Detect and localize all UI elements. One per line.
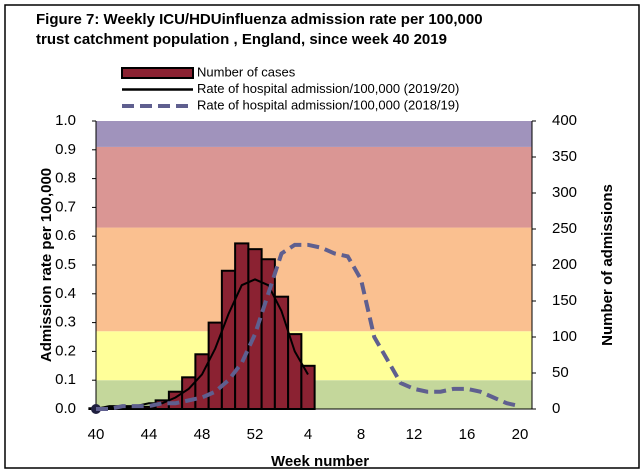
- y2-tick-label: 150: [552, 292, 577, 309]
- y-tick-label: 0.0: [55, 400, 76, 417]
- y2-axis-label: Number of admissions: [599, 184, 616, 346]
- x-axis-label: Week number: [271, 453, 369, 470]
- y-tick-label: 0.9: [55, 141, 76, 158]
- threshold-band: [96, 227, 532, 332]
- bar: [220, 269, 237, 411]
- x-tick-label: 12: [406, 426, 423, 443]
- y-axis-label: Admission rate per 100,000: [38, 168, 55, 362]
- x-tick-label: 16: [459, 426, 476, 443]
- y-tick-label: 0.5: [55, 256, 76, 273]
- x-tick-label: 44: [141, 426, 158, 443]
- y-tick-label: 0.4: [55, 285, 76, 302]
- legend-label: Rate of hospital admission/100,000 (2019…: [197, 81, 459, 96]
- legend-swatch: [121, 67, 194, 79]
- y-tick-label: 1.0: [55, 112, 76, 129]
- legend-label: Rate of hospital admission/100,000 (2018…: [197, 97, 459, 112]
- y-tick-label: 0.7: [55, 198, 76, 215]
- y2-tick-label: 400: [552, 112, 577, 129]
- line: [96, 242, 521, 411]
- bar: [260, 258, 276, 410]
- y2-tick-label: 350: [552, 148, 577, 165]
- x-tick-label: 40: [88, 426, 105, 443]
- y2-tick-label: 250: [552, 220, 577, 237]
- legend-label: Number of cases: [197, 64, 296, 79]
- x-tick-label: 52: [247, 426, 264, 443]
- x-tick-label: 8: [357, 426, 365, 443]
- y2-tick-label: 200: [552, 256, 577, 273]
- threshold-band: [96, 121, 532, 147]
- y2-tick-label: 0: [552, 400, 560, 417]
- y-tick-label: 0.3: [55, 314, 76, 331]
- bar: [194, 353, 210, 410]
- threshold-band: [96, 146, 532, 228]
- bar: [247, 248, 263, 410]
- x-tick-label: 4: [304, 426, 312, 443]
- y-tick-label: 0.2: [55, 342, 76, 359]
- y2-tick-label: 100: [552, 328, 577, 345]
- chart-title: Figure 7: Weekly ICU/HDUinfluenza admiss…: [36, 11, 483, 28]
- bar: [300, 364, 316, 410]
- x-tick-label: 20: [512, 426, 529, 443]
- bar: [141, 405, 157, 410]
- x-tick-label: 48: [194, 426, 211, 443]
- bar: [287, 333, 303, 410]
- bar: [234, 242, 250, 410]
- y-tick-label: 0.1: [55, 371, 76, 388]
- y2-tick-label: 300: [552, 184, 577, 201]
- y2-tick-label: 50: [552, 364, 569, 381]
- y-tick-label: 0.6: [55, 227, 76, 244]
- chart-title: trust catchment population , England, si…: [36, 31, 447, 48]
- y-tick-label: 0.8: [55, 170, 76, 187]
- line: [95, 278, 309, 410]
- bar: [181, 376, 197, 411]
